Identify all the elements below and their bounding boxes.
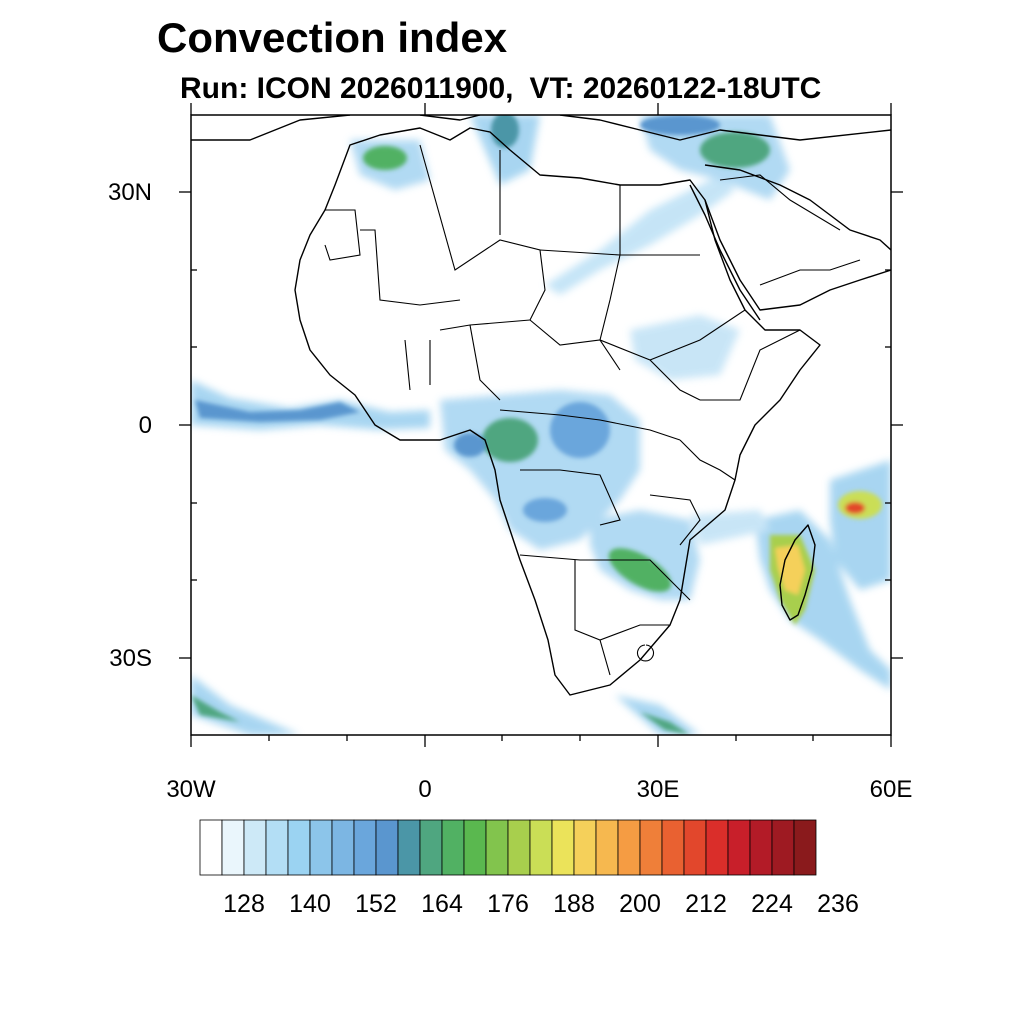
colorbar-swatch (331, 819, 355, 876)
arabia-coastline (704, 164, 891, 311)
coastlines (191, 115, 891, 696)
colorbar-label: 212 (685, 890, 727, 918)
colorbar-swatch (309, 819, 333, 876)
colorbar-swatch (507, 819, 531, 876)
atlas-core (363, 146, 407, 170)
indian-ocean-system (830, 460, 891, 590)
tunisia-core (491, 115, 519, 148)
colorbar-swatch (485, 819, 509, 876)
colorbar-labels: 128 140 152 164 176 188 200 212 224 236 (223, 890, 859, 918)
lat-label-30s: 30S (109, 645, 152, 672)
colorbar-swatch (793, 819, 817, 876)
colorbar-label: 152 (355, 890, 397, 918)
colorbar-label: 140 (289, 890, 331, 918)
valid-time-label: VT: 20260122-18UTC (529, 72, 822, 105)
gabon-core (482, 418, 538, 462)
colorbar-swatch (221, 819, 245, 876)
europe-coastline (191, 115, 891, 141)
colorbar-swatch (683, 819, 707, 876)
colorbar-swatch (705, 819, 729, 876)
convection-cores (191, 115, 882, 735)
lon-label-60e: 60E (870, 776, 913, 803)
chart-title: Convection index (157, 14, 508, 61)
lon-label-30e: 30E (637, 776, 680, 803)
itcz-band-atlantic (191, 380, 430, 430)
madagascar-hotspot (775, 545, 805, 595)
colorbar-label: 164 (421, 890, 463, 918)
colorbar-swatch (463, 819, 487, 876)
angola-core (523, 498, 567, 522)
chart-subtitle: Run: ICON 2026011900, VT: 20260122-18UTC (180, 72, 821, 106)
aegean-core (640, 115, 720, 135)
colorbar-label: 128 (223, 890, 265, 918)
colorbar-swatch (749, 819, 773, 876)
colorbar-swatch (287, 819, 311, 876)
colorbar-swatch (639, 819, 663, 876)
colorbar-swatch (617, 819, 641, 876)
congo-core (550, 402, 610, 458)
itcz-core (195, 400, 360, 422)
africa-coastline (294, 127, 821, 696)
map-area (191, 115, 891, 735)
colorbar-swatch (199, 819, 223, 876)
run-label: Run: ICON 2026011900, (180, 72, 514, 105)
colorbar-swatch (419, 819, 443, 876)
colorbar-swatch (243, 819, 267, 876)
lat-label-0: 0 (139, 412, 152, 439)
gulf-core (454, 433, 486, 457)
colorbar-label: 176 (487, 890, 529, 918)
madagascar-coastline (779, 524, 816, 621)
east-africa-band (690, 510, 770, 545)
colorbar-swatch (573, 819, 597, 876)
colorbar-swatch (661, 819, 685, 876)
colorbar-swatch (265, 819, 289, 876)
levant-core (700, 132, 770, 168)
zambia-core (608, 548, 672, 592)
lon-label-0: 0 (418, 776, 431, 803)
colorbar-label: 236 (817, 890, 859, 918)
lat-label-30n: 30N (108, 179, 152, 206)
red-sea-coast (689, 184, 761, 321)
colorbar-label: 188 (553, 890, 595, 918)
colorbar (199, 819, 817, 876)
colorbar-label: 224 (751, 890, 793, 918)
southern-africa-convection (590, 510, 700, 600)
axis-ticks (179, 103, 903, 747)
colorbar-swatch (441, 819, 465, 876)
cape-core (640, 712, 690, 735)
cape-band (615, 695, 700, 735)
southern-ocean-band (191, 675, 300, 735)
colorbar-swatch (771, 819, 795, 876)
convection-field (191, 115, 891, 735)
southern-ocean-core (191, 695, 240, 722)
saharan-band (545, 175, 735, 295)
colorbar-swatch (727, 819, 751, 876)
colorbar-swatch (375, 819, 399, 876)
indian-ocean-hotspot (845, 502, 865, 514)
mediterranean-convection (470, 115, 540, 185)
colorbar-swatch (353, 819, 377, 876)
colorbar-swatch (397, 819, 421, 876)
colorbar-swatch (551, 819, 575, 876)
colorbar-swatch (595, 819, 619, 876)
colorbar-label: 200 (619, 890, 661, 918)
country-borders (324, 144, 861, 676)
lon-label-30w: 30W (166, 776, 216, 803)
colorbar-swatch (529, 819, 553, 876)
